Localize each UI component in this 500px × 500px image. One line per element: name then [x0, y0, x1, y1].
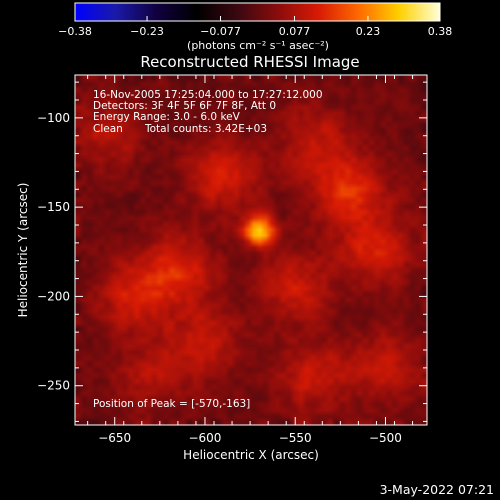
- x-tick-label: −600: [188, 431, 221, 445]
- chart-title: Reconstructed RHESSI Image: [140, 53, 359, 71]
- colorbar-gradient: [74, 2, 441, 22]
- colorbar-tick-label: −0.077: [200, 25, 241, 38]
- energy-range-label: Energy Range: 3.0 - 6.0 keV: [93, 111, 241, 123]
- colorbar-ticks: −0.38 −0.23 −0.077 0.077 0.23 0.38: [58, 16, 452, 38]
- plot-area: −650 −600 −550 −500 −100 −150 −200 −250: [37, 74, 428, 445]
- colorbar-tick-label: 0.077: [279, 25, 311, 38]
- y-tick-label: −150: [37, 200, 70, 214]
- heatmap-image: [75, 75, 427, 425]
- colorbar-tick-label: −0.38: [58, 25, 92, 38]
- colorbar-tick-label: 0.38: [428, 25, 453, 38]
- annotations: 16-Nov-2005 17:25:04.000 to 17:27:12.000…: [93, 89, 323, 410]
- detectors-label: Detectors: 3F 4F 5F 6F 7F 8F, Att 0: [93, 100, 276, 112]
- time-range-label: 16-Nov-2005 17:25:04.000 to 17:27:12.000: [93, 89, 323, 101]
- y-axis-label: Heliocentric Y (arcsec): [16, 183, 30, 318]
- y-tick-label: −100: [37, 111, 70, 125]
- peak-position-label: Position of Peak = [-570,-163]: [93, 398, 250, 410]
- y-tick-label: −200: [37, 289, 70, 303]
- footer-date: 3-May-2022 07:21: [380, 482, 494, 497]
- y-tick-label: −250: [37, 379, 70, 393]
- colorbar-tick-label: 0.23: [356, 25, 381, 38]
- total-counts-label: Total counts: 3.42E+03: [144, 123, 267, 135]
- colorbar-tick-label: −0.23: [130, 25, 164, 38]
- plot-frame: [74, 74, 428, 426]
- clean-label: Clean: [93, 123, 123, 135]
- colorbar: −0.38 −0.23 −0.077 0.077 0.23 0.38 (photons c…: [58, 2, 452, 52]
- axis-ticks: −650 −600 −550 −500 −100 −150 −200 −250: [37, 75, 427, 445]
- x-tick-label: −550: [279, 431, 312, 445]
- colorbar-units: (photons cm⁻² s⁻¹ asec⁻²): [187, 39, 329, 52]
- x-tick-label: −500: [369, 431, 402, 445]
- x-tick-label: −650: [98, 431, 131, 445]
- x-axis-label: Heliocentric X (arcsec): [183, 448, 319, 462]
